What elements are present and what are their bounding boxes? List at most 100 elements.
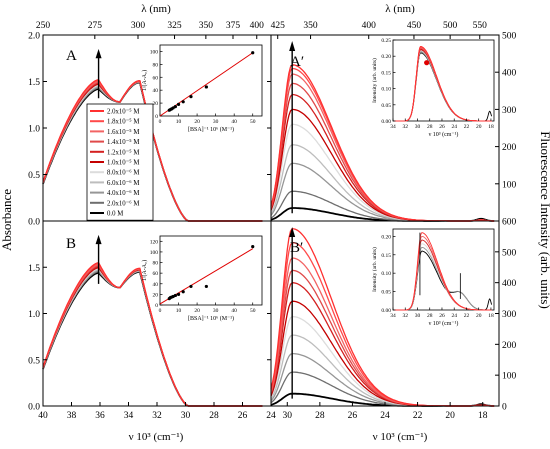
- bottom-tick-label-left: 40: [38, 411, 48, 421]
- abs-b-arrow-head: [95, 234, 102, 245]
- inset-norm-b-ytick-label: 0.15: [381, 253, 391, 259]
- inset-stern-b-xtick-label: 10: [176, 308, 182, 314]
- inset-norm-b-ytick-label: 0.00: [381, 308, 391, 314]
- inset-norm-a: 34 32 30 28 26 24 22 20 18 0.00 0.05 0.10 0.15 0.20 0.…: [371, 38, 495, 138]
- inset-stern-a-xtick-label: 0: [159, 119, 162, 125]
- legend-label: 8.0x10⁻⁶ M: [107, 170, 139, 177]
- inset-norm-b-xtick-label: 32: [402, 313, 408, 319]
- fl-a-arrow-head: [289, 41, 296, 51]
- inset-stern-a-point: [189, 95, 193, 99]
- inset-stern-b-ytick-label: 80: [153, 261, 159, 267]
- abs-tick-label-b: 1.5: [28, 264, 40, 274]
- inset-stern-b-xtick-label: 30: [213, 308, 219, 314]
- legend-label: 0.0 M: [107, 211, 123, 218]
- inset-norm-a-ylabel: Intensity (arb. units): [371, 58, 378, 103]
- inset-stern-b-point: [173, 293, 177, 298]
- inset-stern-b-xtick-label: 20: [194, 308, 200, 314]
- absorbance-axis-label: Absorbance: [0, 189, 14, 251]
- bottom-tick-label-left: 32: [152, 411, 162, 421]
- panel-label-a: A: [66, 48, 77, 64]
- inset-stern-a-point: [181, 100, 185, 104]
- inset-norm-a-xtick-label: 18: [488, 124, 494, 130]
- inset-stern-a-xtick-label: 10: [176, 119, 182, 125]
- inset-stern-b-ytick-label: 120: [150, 239, 159, 245]
- inset-stern-b-xtick-label: 50: [250, 308, 256, 314]
- inset-stern-b-ytick-label: 100: [150, 250, 159, 256]
- bottom-tick-label-right: 20: [445, 411, 455, 421]
- top-axis-label-right: λ (nm): [385, 3, 415, 15]
- inset-stern-b-point: [176, 292, 181, 296]
- bottom-tick-label-right: 22: [413, 411, 423, 421]
- inset-norm-a-marker: [424, 60, 430, 66]
- bottom-tick-label-left: 28: [209, 411, 219, 421]
- inset-norm-b-xtick-label: 34: [390, 313, 396, 319]
- inset-norm-a-ytick-label: 0.25: [381, 38, 391, 44]
- inset-norm-a-xtick-label: 22: [464, 124, 470, 130]
- top-tick-label-right: 450: [407, 21, 422, 31]
- inset-stern-b-ylabel: 1/(A-A₀): [141, 260, 148, 281]
- abs-tick-label-b: 0.0: [28, 403, 40, 413]
- top-axis-label-left: λ (nm): [141, 3, 171, 15]
- inset-stern-b-ytick-label: 0: [155, 303, 158, 309]
- top-tick-label-left: 350: [199, 21, 214, 31]
- top-tick-label-left: 250: [36, 21, 51, 31]
- inset-norm-b-ytick-label: 0.20: [381, 234, 391, 240]
- inset-stern-b-xtick-label: 40: [231, 308, 237, 314]
- inset-norm-a-xtick-label: 30: [415, 124, 421, 130]
- panel-label-b-prime: B′: [290, 240, 303, 256]
- inset-norm-b-frame: [392, 228, 495, 311]
- fl-tick-label-a: 200: [502, 143, 517, 153]
- bottom-tick-label-left: 30: [181, 411, 191, 421]
- inset-norm-b-xtick-label: 26: [439, 313, 445, 319]
- bottom-tick-label-right: 28: [315, 411, 325, 421]
- inset-stern-b-ytick-label: 60: [153, 271, 159, 277]
- bottom-tick-label-left: 38: [67, 411, 77, 421]
- legend-label: 1.6x10⁻⁵ M: [107, 129, 139, 136]
- fl-b-arrow-head: [289, 227, 296, 237]
- fl-tick-label-b: 200: [502, 341, 517, 351]
- fl-a-series-6: [270, 108, 495, 222]
- legend-label: 2.0x10⁻⁶ M: [107, 200, 139, 207]
- abs-tick-label-a: 0.0: [28, 218, 40, 228]
- inset-norm-b-xtick-label: 22: [464, 313, 470, 319]
- inset-stern-b-point: [181, 290, 185, 294]
- inset-stern-a-xtick-label: 40: [231, 119, 237, 125]
- bottom-tick-label-left: 34: [124, 411, 134, 421]
- bottom-tick-label-right: 18: [478, 411, 488, 421]
- inset-norm-a-ytick-label: 0.10: [381, 87, 391, 93]
- top-tick-label-left: 325: [167, 21, 182, 31]
- inset-norm-a-ytick-label: 0.00: [381, 119, 391, 125]
- inset-stern-a-xlabel: [BSA]⁻¹ 10⁶ (M⁻¹): [188, 126, 234, 133]
- fl-a-series-7: [270, 123, 495, 222]
- abs-tick-label-a: 1.0: [28, 125, 40, 135]
- inset-norm-b-xtick-label: 24: [451, 313, 457, 319]
- inset-stern-b-ytick-label: 40: [153, 282, 159, 288]
- top-tick-label-left: 375: [226, 21, 241, 31]
- abs-tick-label-a: 1.5: [28, 78, 40, 88]
- abs-tick-label-b: 0.5: [28, 356, 40, 366]
- inset-norm-b-xtick-label: 20: [476, 313, 482, 319]
- inset-stern-b: 0 10 20 30 40 50 0 20 40 60 80 100 120 [BSA]⁻¹ 10⁶ (M…: [141, 235, 263, 322]
- inset-norm-a-xlabel: ν 10³ (cm⁻¹): [429, 131, 459, 138]
- inset-norm-b-xtick-label: 28: [427, 313, 433, 319]
- top-tick-label-right: 550: [473, 21, 488, 31]
- inset-stern-a-xtick-label: 20: [194, 119, 200, 125]
- inset-stern-b-xtick-label: 0: [159, 308, 162, 314]
- fl-b-series-6: [270, 300, 495, 407]
- bottom-tick-label-right: 26: [348, 411, 358, 421]
- panel-label-a-prime: A′: [290, 54, 304, 70]
- legend-label: 6.0x10⁻⁶ M: [107, 180, 139, 187]
- inset-norm-a-xtick-label: 26: [439, 124, 445, 130]
- fl-tick-label-a: 300: [502, 106, 517, 116]
- bottom-tick-label-right: 30: [283, 411, 293, 421]
- bottom-tick-label-right: 24: [380, 411, 390, 421]
- inset-stern-a-ytick-label: 0: [155, 114, 158, 120]
- legend-label: 2.0x10⁻⁵ M: [107, 109, 139, 116]
- fl-tick-label-a: 100: [502, 180, 517, 190]
- inset-norm-a-frame: [392, 39, 495, 122]
- inset-stern-a-ylabel: 1/(A-A₀): [141, 70, 148, 91]
- ticks-layer: 40 38 36 34 32 30 28 26 24 30 28 26 24 22 20 18 250 275 30…: [28, 21, 516, 421]
- top-tick-label-left: 300: [131, 21, 146, 31]
